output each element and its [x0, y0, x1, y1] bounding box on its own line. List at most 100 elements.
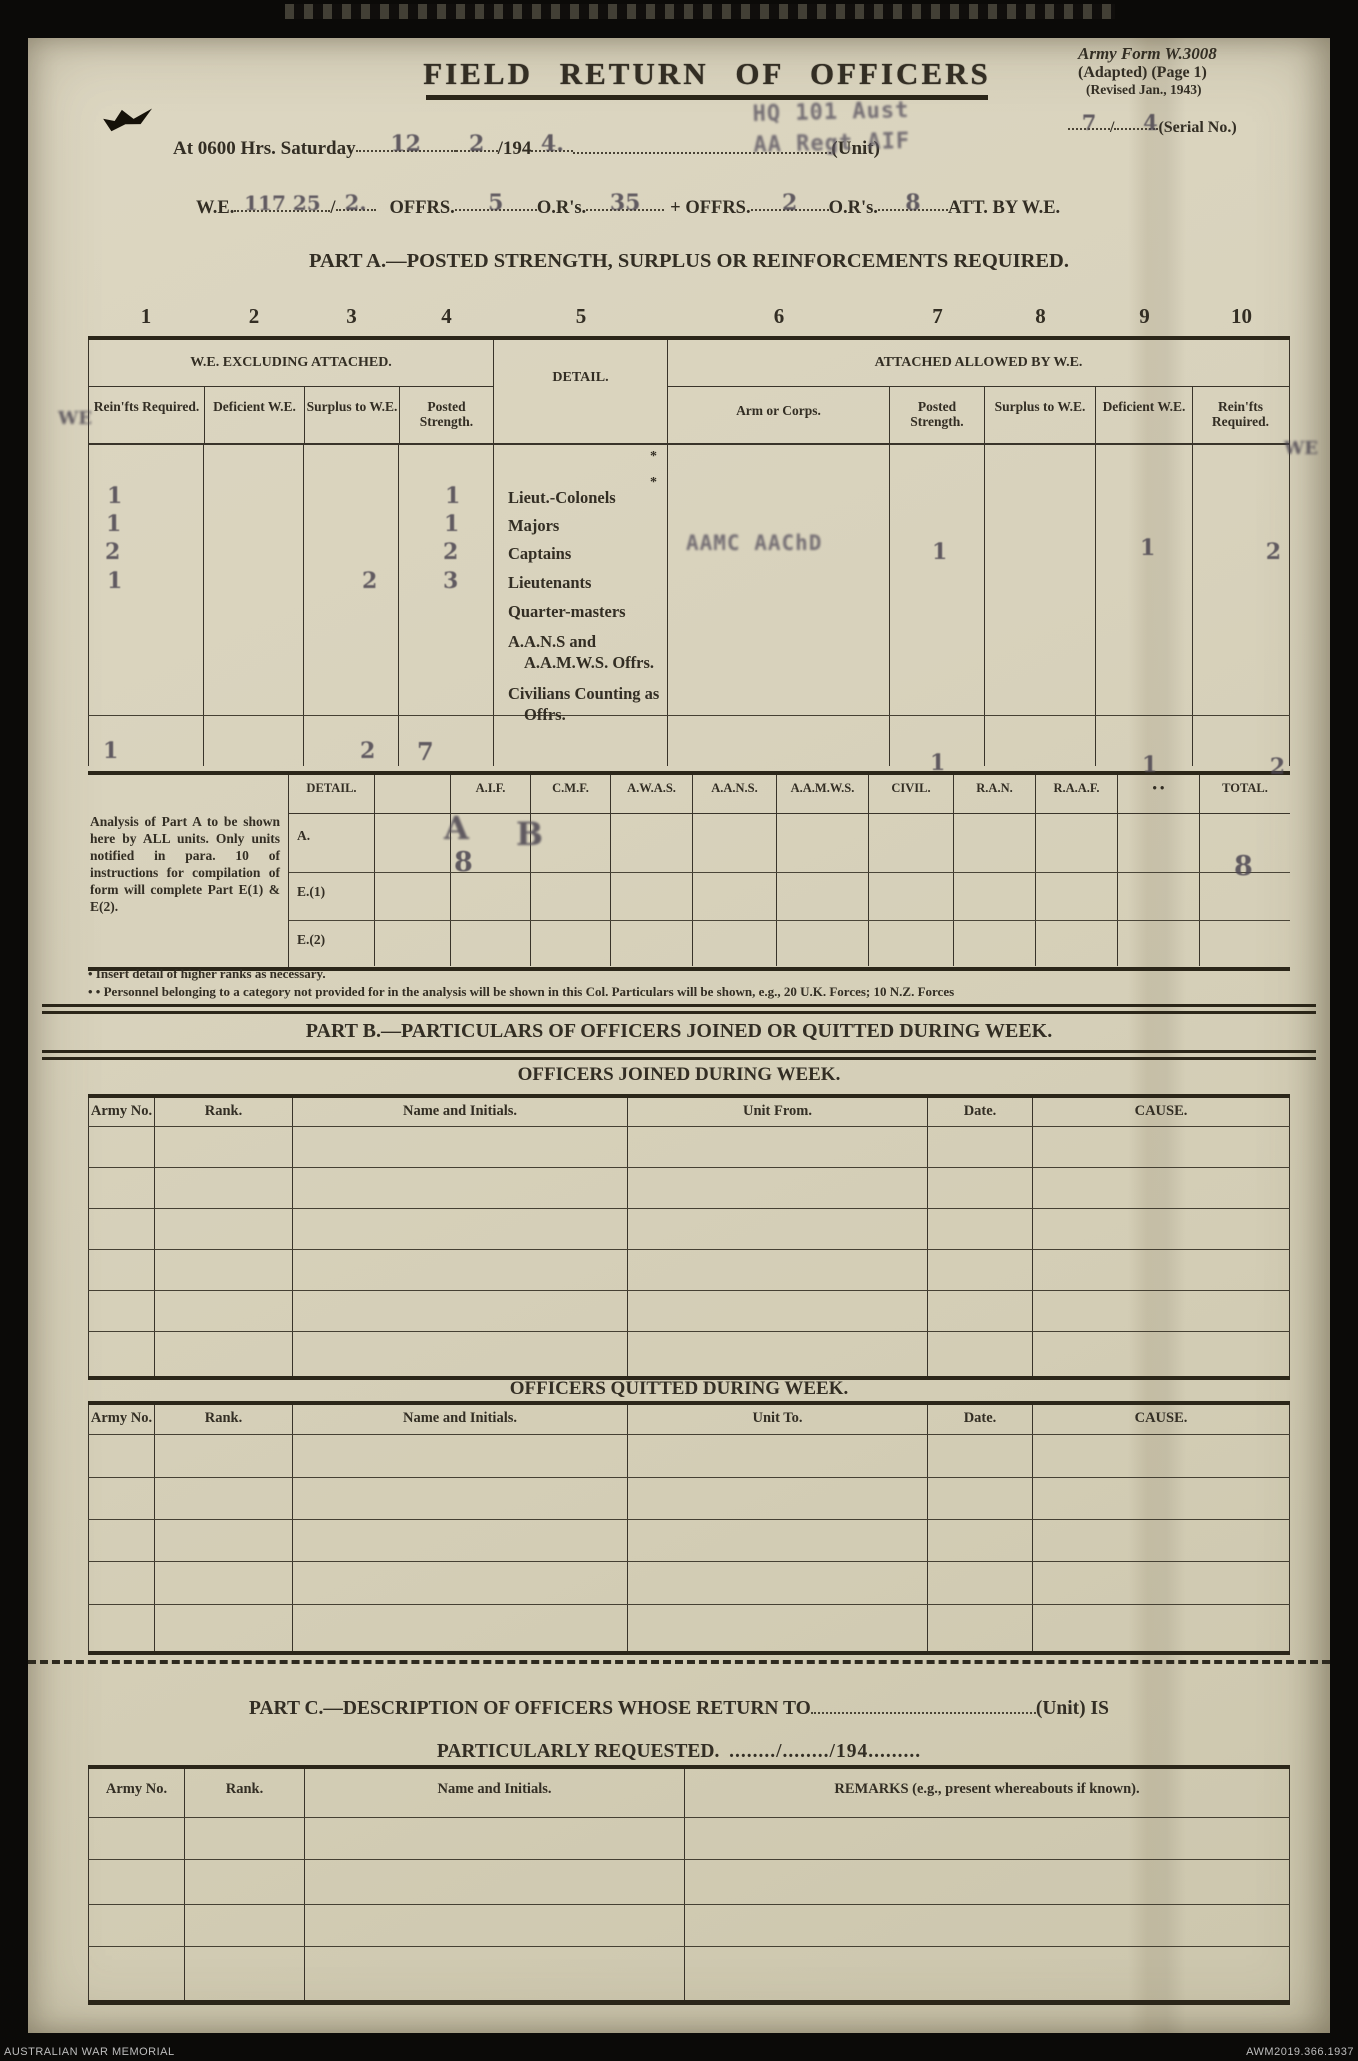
empty-cell — [1033, 1332, 1290, 1376]
empty-cell — [1033, 1478, 1290, 1519]
empty-cell — [1033, 1605, 1290, 1651]
we-edge-stamp-left: WE — [58, 408, 92, 429]
stamp-value: 1 — [445, 482, 461, 509]
col-number: 6 — [773, 303, 785, 328]
rank-label: Lieutenants — [508, 572, 592, 592]
empty-cell — [685, 1860, 1290, 1904]
part-a-heading: PART A.—POSTED STRENGTH, SURPLUS OR REIN… — [309, 250, 1069, 272]
empty-cell — [88, 1127, 155, 1167]
analysis-col — [611, 814, 693, 966]
total-cell — [494, 715, 668, 766]
serial-slash: / — [1110, 119, 1115, 136]
analysis-col — [1036, 814, 1118, 966]
empty-cell — [155, 1168, 293, 1208]
unit-leader — [573, 136, 832, 154]
col-header: Rank. — [155, 1405, 293, 1434]
table-row — [88, 1520, 1290, 1562]
cell-att-reinfts: 2 — [1193, 444, 1290, 715]
table-row — [88, 1905, 1290, 1947]
table-header-row: Army No. Rank. Name and Initials. Unit F… — [88, 1098, 1290, 1127]
empty-cell — [628, 1332, 928, 1376]
att-label: ATT. BY W.E. — [947, 198, 1061, 218]
empty-cell — [88, 1562, 155, 1604]
empty-cell — [155, 1435, 293, 1477]
paper-form: Army Form W.3008 (Adapted) (Page 1) (Rev… — [28, 38, 1330, 2033]
col-number: 1 — [140, 303, 152, 328]
analysis-note: Analysis of Part A to be shown here by A… — [90, 814, 280, 914]
cell-att-deficient: 1 — [1096, 444, 1193, 715]
total-value: 1 — [103, 737, 119, 764]
empty-cell — [293, 1605, 628, 1651]
col-header: Name and Initials. — [293, 1098, 628, 1126]
sub-header-c3: Surplus to W.E. — [305, 387, 400, 443]
empty-cell — [293, 1250, 628, 1290]
date-day-stamp: 12 — [390, 131, 421, 157]
col-header: Date. — [928, 1098, 1033, 1126]
double-rule — [42, 1050, 1316, 1060]
empty-cell — [928, 1435, 1033, 1477]
we-leader-2: 2. — [335, 190, 376, 215]
unit-stamp-line2: AA Regt AIF — [753, 128, 911, 159]
heavy-rule — [88, 1765, 1290, 1769]
empty-cell — [155, 1332, 293, 1376]
archive-footer-right: AWM2019.366.1937 — [1246, 2046, 1354, 2058]
offrs-label: OFFRS. — [389, 198, 455, 218]
empty-cell — [928, 1168, 1033, 1208]
analysis-stamp-total: 8 — [1234, 851, 1253, 882]
cell-posted-strength: 1 1 2 3 — [399, 444, 494, 715]
col-header: Unit To. — [628, 1405, 928, 1434]
stamp-value: 2 — [443, 538, 459, 565]
sub-header-c10: Rein'fts Required. — [1211, 399, 1270, 429]
empty-cell — [88, 1332, 155, 1376]
empty-cell — [293, 1435, 628, 1477]
heavy-rule — [88, 1401, 1290, 1405]
rank-label: A.A.N.S and A.A.M.W.S. Offrs. — [508, 631, 655, 672]
officers-joined-title: OFFICERS JOINED DURING WEEK. — [517, 1064, 841, 1085]
empty-cell — [1033, 1562, 1290, 1604]
analysis-row-label: A. — [297, 828, 311, 843]
empty-cell — [185, 1905, 305, 1946]
empty-cell — [88, 1250, 155, 1290]
group-header-left: W.E. EXCLUDING ATTACHED. — [89, 340, 493, 387]
empty-cell — [293, 1127, 628, 1167]
page-title: FIELD RETURN OF OFFICERS — [423, 56, 991, 91]
analysis-header: A.W.A.S. — [611, 775, 693, 813]
date-year-printed: /194 — [497, 138, 532, 159]
cell-deficient-we — [204, 444, 304, 715]
empty-cell — [88, 1291, 155, 1331]
offrs-leader: 5 — [454, 190, 537, 216]
analysis-row-label: E.(1) — [297, 884, 326, 899]
table-row — [88, 1435, 1290, 1478]
serial-leader-2: 4 — [1114, 110, 1159, 135]
serial-leader-1: 7 — [1068, 110, 1110, 135]
empty-cell — [305, 1947, 685, 2000]
table-row — [88, 1332, 1290, 1376]
serial-stamp-2: 4 — [1143, 110, 1158, 135]
sub-header-c1: Rein'fts Required. — [89, 387, 205, 443]
table-header-row: Army No. Rank. Name and Initials. REMARK… — [88, 1769, 1290, 1818]
part-c-line2-prefix: PARTICULARLY REQUESTED. — [436, 1741, 720, 1762]
empty-cell — [928, 1562, 1033, 1604]
ink-blot — [101, 96, 156, 136]
analysis-header: R.A.N. — [954, 775, 1036, 813]
analysis-stamp-aif: 8 — [454, 847, 473, 878]
footnote-mark: * — [650, 474, 657, 490]
unit-label: (Unit) — [831, 138, 880, 159]
empty-cell — [1033, 1520, 1290, 1561]
empty-cell — [155, 1605, 293, 1651]
heavy-rule — [88, 336, 1290, 340]
analysis-col — [869, 814, 954, 966]
plus-offrs-label: + OFFRS. — [670, 198, 751, 218]
total-value: 1 — [930, 749, 946, 776]
rank-label: Civilians Counting as Offrs. — [508, 683, 660, 724]
total-value: 2 — [360, 737, 376, 764]
col-header: Army No. — [88, 1769, 185, 1817]
empty-cell — [628, 1209, 928, 1249]
stamp-value: 1 — [1140, 534, 1156, 561]
empty-cell — [685, 1905, 1290, 1946]
empty-cell — [88, 1435, 155, 1477]
stamp-value: 2 — [362, 567, 378, 594]
analysis-header: A.I.F. — [451, 775, 531, 813]
col-header: Date. — [928, 1405, 1033, 1434]
empty-cell — [628, 1291, 928, 1331]
